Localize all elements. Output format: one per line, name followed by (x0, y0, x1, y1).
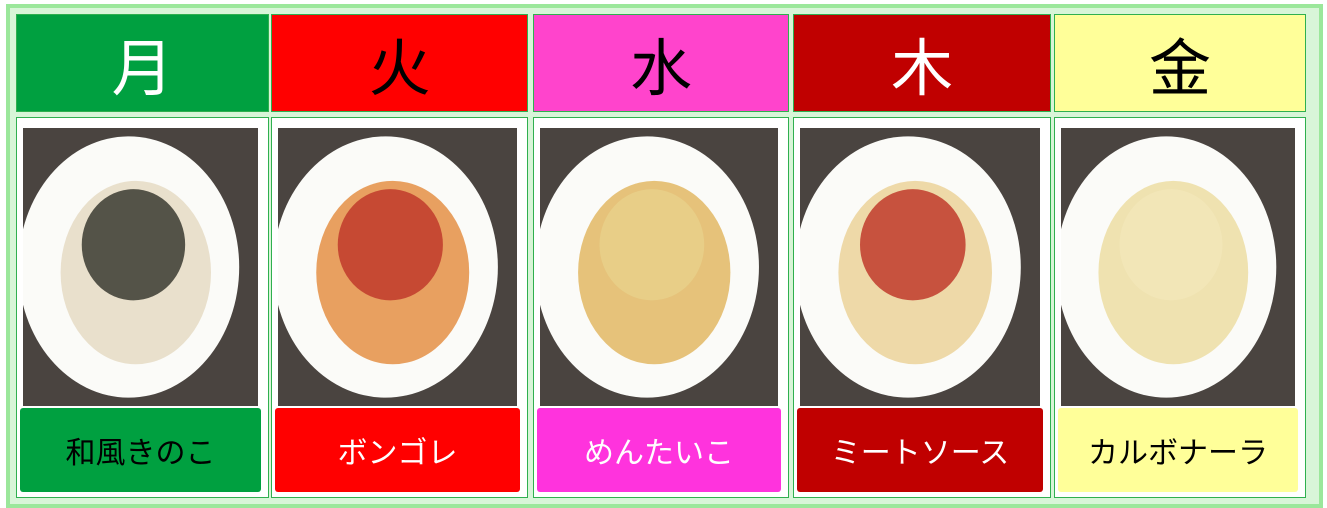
topping (81, 189, 186, 301)
day-header: 水 (533, 14, 789, 112)
dish-label: 和風きのこ (20, 408, 261, 492)
day-header: 火 (271, 14, 528, 112)
dish-photo (540, 128, 778, 406)
dish-cell: カルボナーラ (1054, 117, 1306, 498)
day-header: 木 (793, 14, 1051, 112)
day-header: 月 (16, 14, 269, 112)
dish-cell: ミートソース (793, 117, 1051, 498)
dish-label: ミートソース (797, 408, 1043, 492)
dish-label: ボンゴレ (275, 408, 520, 492)
dish-photo (800, 128, 1040, 406)
topping (337, 189, 443, 301)
dish-photo (1061, 128, 1295, 406)
dish-cell: 和風きのこ (16, 117, 269, 498)
topping (599, 189, 705, 301)
dish-cell: ボンゴレ (271, 117, 528, 498)
dish-label: カルボナーラ (1058, 408, 1298, 492)
topping (1119, 189, 1223, 301)
dish-cell: めんたいこ (533, 117, 789, 498)
day-header: 金 (1054, 14, 1306, 112)
topping (860, 189, 966, 301)
dish-label: めんたいこ (537, 408, 781, 492)
dish-photo (278, 128, 517, 406)
dish-photo (23, 128, 258, 406)
